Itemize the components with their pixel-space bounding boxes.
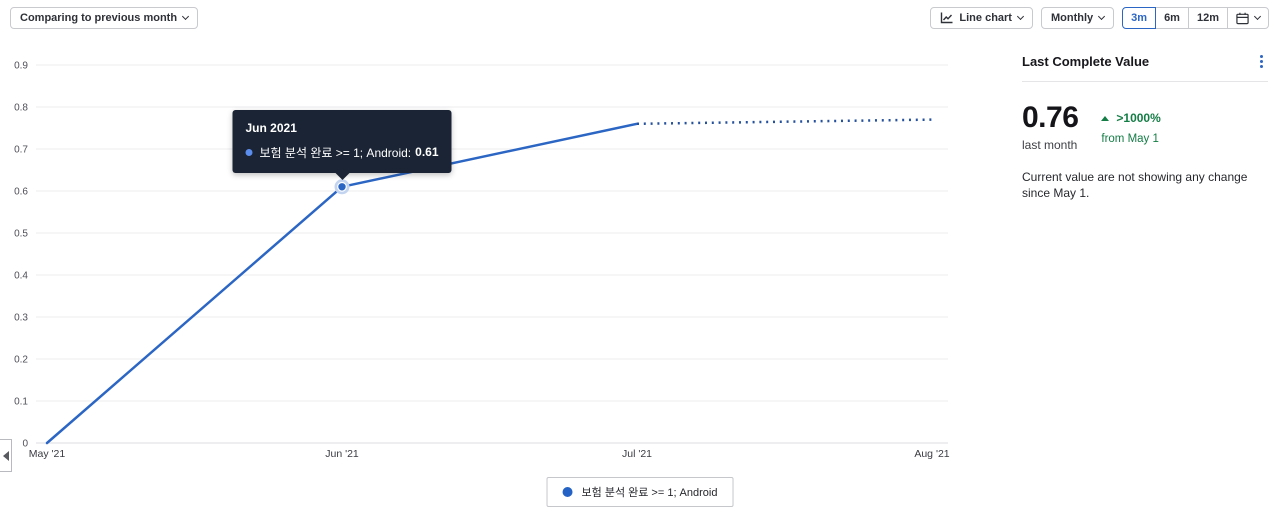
metric-caption: last month [1022,138,1078,152]
line-chart-plot[interactable]: 0 0.1 0.2 0.3 0.4 0.5 0.6 0.7 0.8 0.9 May '21 Jun '… [0,0,960,470]
data-point-marker[interactable] [337,181,347,192]
triangle-left-icon [2,450,9,461]
range-button-12m[interactable]: 12m [1187,7,1228,29]
chart-controls: Line chart Monthly 3m 6m 12m [930,7,1269,29]
chart-type-label: Line chart [959,12,1012,24]
y-tick-label: 0.2 [14,355,28,366]
x-tick-label: May '21 [29,448,66,460]
tooltip-date: Jun 2021 [245,120,297,135]
x-tick-label: Jun '21 [325,448,359,460]
series-dot-icon [245,148,253,156]
collapse-panel-button[interactable] [0,439,12,472]
y-tick-label: 0.7 [14,145,28,156]
y-tick-label: 0.3 [14,313,28,324]
series-dot-icon [562,487,573,497]
tooltip-value: 0.61 [415,145,439,160]
x-tick-label: Jul '21 [622,448,652,460]
panel-title: Last Complete Value [1022,54,1150,69]
chevron-down-icon [1016,12,1025,21]
line-chart-icon [941,12,953,24]
chart-type-dropdown[interactable]: Line chart [930,7,1033,29]
interval-dropdown[interactable]: Monthly [1040,7,1115,29]
series-line-projection [636,118,933,126]
y-tick-label: 0 [22,439,28,450]
chevron-down-icon [1098,12,1106,21]
tooltip-series-label: 보험 분석 완료 >= 1; Android: [259,145,412,160]
change-from-label: from May 1 [1101,133,1159,145]
chart-legend-item[interactable]: 보험 분석 완료 >= 1; Android [546,477,734,507]
y-tick-label: 0.8 [14,103,28,114]
tooltip-arrow [334,171,350,180]
x-tick-label: Aug '21 [914,448,949,460]
kebab-menu-icon[interactable] [1255,53,1268,70]
date-range-picker-button[interactable] [1227,7,1269,29]
y-tick-label: 0.6 [14,187,28,198]
triangle-up-icon [1101,115,1110,121]
metric-value: 0.76 [1022,101,1079,134]
comparison-dropdown-label: Comparing to previous month [20,12,178,24]
range-segmented-control: 3m 6m 12m [1122,7,1269,29]
calendar-icon [1236,12,1249,24]
legend-label: 보험 분석 완료 >= 1; Android [581,487,718,499]
interval-label: Monthly [1050,12,1094,24]
y-tick-label: 0.5 [14,229,28,240]
last-complete-value-panel: Last Complete Value 0.76 last month >100… [1022,53,1268,201]
panel-note: Current value are not showing any change… [1022,170,1248,201]
comparison-dropdown[interactable]: Comparing to previous month [10,7,199,29]
y-tick-label: 0.1 [14,397,28,408]
y-tick-label: 0.9 [14,61,28,72]
range-button-6m[interactable]: 6m [1155,7,1189,29]
change-percent: >1000% [1116,111,1161,125]
chevron-down-icon [1253,12,1262,21]
y-tick-label: 0.4 [14,271,28,282]
chart-tooltip: Jun 2021 보험 분석 완료 >= 1; Android: 0.61 [232,109,452,180]
range-button-3m[interactable]: 3m [1122,7,1157,29]
